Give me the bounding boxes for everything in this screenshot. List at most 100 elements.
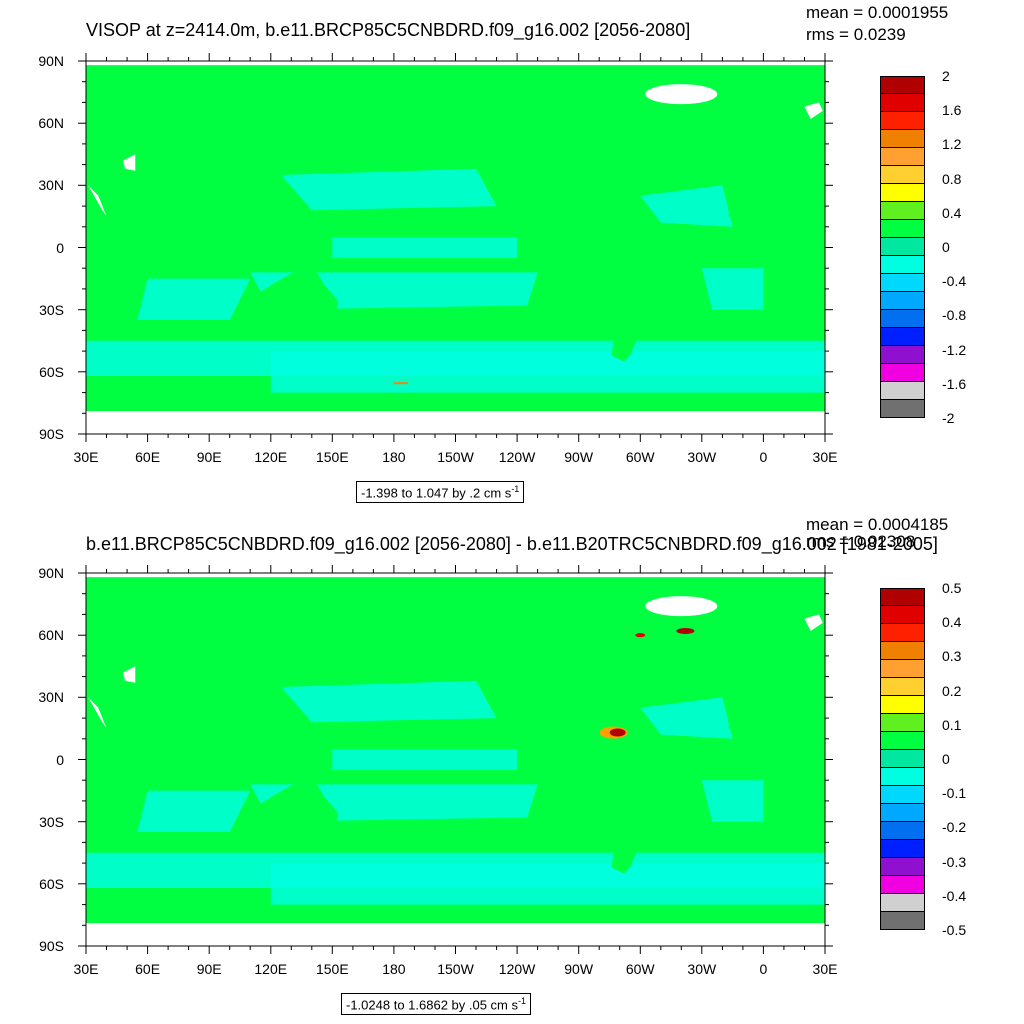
x-tick-label: 30W — [687, 449, 717, 465]
colorbar-box — [880, 876, 925, 894]
x-tick-label: 0 — [759, 961, 768, 977]
colorbar-box — [880, 732, 925, 750]
x-tick-label: 180 — [382, 961, 406, 977]
land-3 — [86, 597, 415, 756]
caspian-nodata — [123, 666, 136, 683]
colorbar-label: -0.5 — [942, 922, 967, 938]
colorbar-label: -0.2 — [942, 819, 967, 836]
land-7 — [597, 734, 692, 874]
colorbar-label: 0.4 — [942, 204, 962, 221]
colorbar-box — [880, 894, 925, 912]
colorbar-label: 0.4 — [942, 614, 962, 631]
land-3 — [86, 85, 415, 244]
colorbar-box — [880, 400, 925, 418]
y-tick-label: 60N — [38, 627, 64, 644]
anomaly-patch-2 — [609, 728, 626, 737]
x-tick-label: 150E — [315, 449, 349, 465]
x-tick-label: 30E — [73, 449, 99, 465]
colorbar-box — [880, 202, 925, 220]
colorbar-label: -0.8 — [942, 307, 967, 324]
arctic-nodata — [645, 596, 718, 617]
colorbar-box — [880, 328, 925, 346]
colorbar-label: -1.6 — [942, 375, 967, 392]
range-text-2: -1.0248 to 1.6862 by .05 cm s — [346, 997, 518, 1013]
mean-stat-1: mean = 0.0001955 — [806, 3, 949, 22]
colorbar-box — [880, 220, 925, 238]
x-tick-label: 120E — [254, 449, 288, 465]
colorbar-box — [880, 94, 925, 112]
negative-band-5 — [281, 680, 497, 723]
negative-band-6 — [137, 278, 251, 320]
range-exp-1: -1 — [511, 484, 520, 494]
land-9 — [742, 610, 825, 685]
x-tick-label: 30E — [812, 961, 838, 977]
x-tick-label: 150W — [437, 449, 474, 465]
panel-1: VISOP at z=2414.0m, b.e11.BRCP85C5CNBDRD… — [38, 3, 967, 504]
land-6 — [414, 589, 661, 743]
colorbar-label: 0.3 — [942, 648, 962, 665]
x-tick-label: 0 — [759, 449, 768, 465]
negative-band-8 — [701, 268, 764, 310]
y-tick-label: 30S — [39, 301, 64, 318]
colorbar-box — [880, 804, 925, 822]
colorbar-box — [880, 624, 925, 642]
colorbar-box — [880, 696, 925, 714]
colorbar-label: 2 — [942, 68, 950, 84]
y-tick-label: 30N — [38, 177, 64, 194]
colorbar-box — [880, 714, 925, 732]
range-label-1: -1.398 to 1.047 by .2 cm s-1 — [356, 481, 525, 504]
scandinavia-nodata — [804, 614, 823, 631]
colorbar-label: 1.2 — [942, 136, 962, 153]
x-tick-label: 120W — [498, 449, 536, 465]
x-tick-label: 60E — [135, 961, 161, 977]
land-5 — [258, 270, 339, 327]
land-6 — [414, 77, 661, 231]
colorbar-label: 1.6 — [942, 102, 962, 119]
colorbar-box — [880, 768, 925, 786]
colorbar-box — [880, 858, 925, 876]
x-tick-label: 150E — [315, 961, 349, 977]
x-tick-label: 30E — [812, 449, 838, 465]
colorbar-box — [880, 750, 925, 768]
colorbar-box — [880, 184, 925, 202]
colorbar-label: 0.8 — [942, 170, 962, 187]
colorbar-label: 0.2 — [942, 682, 962, 699]
x-tick-label: 120E — [254, 961, 288, 977]
y-tick-label: 30S — [39, 813, 64, 830]
rms-stat-2: rms = 0.02308 — [806, 532, 916, 551]
negative-band-7 — [640, 185, 733, 227]
chart-title-1: VISOP at z=2414.0m, b.e11.BRCP85C5CNBDRD… — [86, 20, 691, 40]
x-tick-label: 60W — [625, 449, 655, 465]
y-tick-label: 90S — [39, 426, 64, 442]
y-tick-label: 0 — [56, 751, 64, 768]
caspian-nodata — [123, 154, 136, 171]
y-tick-label: 30N — [38, 689, 64, 706]
land-5 — [258, 782, 339, 839]
anomaly-patch-4 — [635, 633, 646, 638]
scandinavia-nodata — [804, 102, 823, 119]
y-tick-label: 90N — [38, 53, 64, 69]
panel-2: b.e11.BRCP85C5CNBDRD.f09_g16.002 [2056-2… — [0, 512, 1024, 1024]
colorbar-label: -0.4 — [942, 273, 967, 290]
colorbar-frame-1 — [880, 76, 925, 418]
x-tick-label: 90W — [564, 449, 594, 465]
y-tick-label: 90S — [39, 938, 64, 954]
land-1 — [86, 183, 130, 316]
anomaly-patch-3 — [676, 628, 695, 635]
colorbar-box — [880, 660, 925, 678]
colorbar-box — [880, 310, 925, 328]
antarctic-nodata — [86, 411, 825, 434]
colorbar-label: -2 — [942, 410, 955, 426]
colorbar-box — [880, 912, 925, 930]
colorbar-label: -0.4 — [942, 887, 967, 904]
colorbar-box — [880, 678, 925, 696]
land-4 — [219, 233, 333, 265]
colorbar-box — [880, 364, 925, 382]
colorbar-label: -0.1 — [942, 785, 967, 802]
x-tick-label: 30W — [687, 961, 717, 977]
colorbar-box — [880, 346, 925, 364]
colorbar-box — [880, 238, 925, 256]
negative-band-6 — [137, 790, 251, 832]
colorbar-1 — [880, 76, 925, 418]
colorbar-box — [880, 256, 925, 274]
